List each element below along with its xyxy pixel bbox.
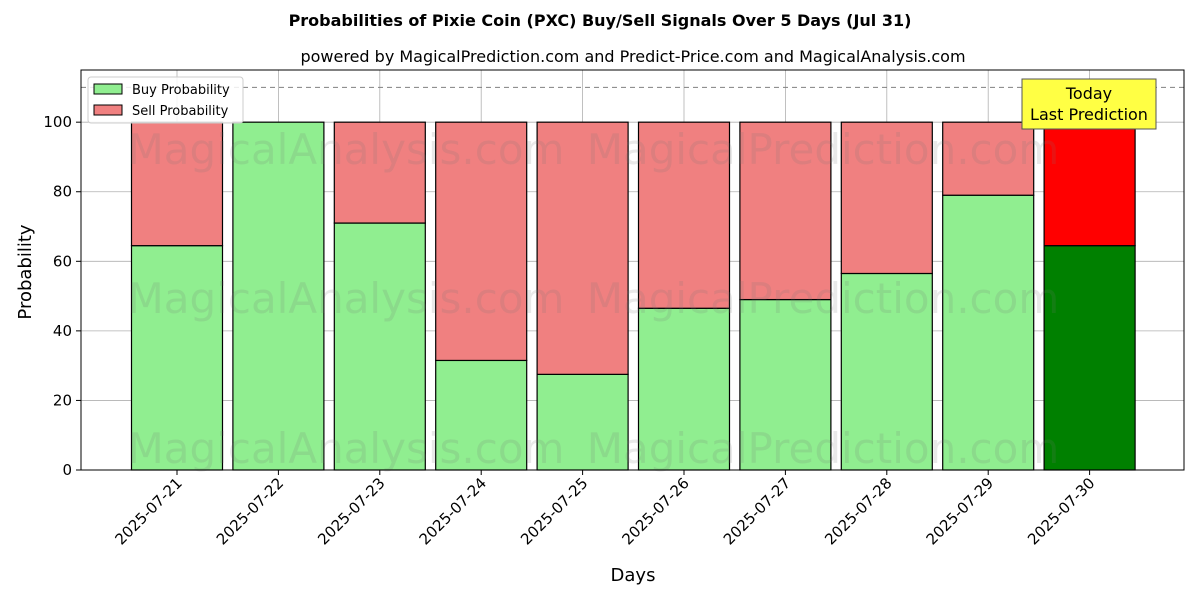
watermark: MagicalAnalysis.com — [128, 125, 565, 174]
y-tick-label: 100 — [43, 113, 72, 131]
bar-sell-2025-07-23 — [333, 121, 426, 224]
chart-title: Probabilities of Pixie Coin (PXC) Buy/Se… — [289, 11, 912, 30]
bars — [130, 121, 1136, 471]
watermark: MagicalPrediction.com — [587, 424, 1060, 473]
bar-buy-2025-07-30 — [1043, 245, 1136, 471]
plot-frame — [80, 69, 1185, 471]
bar-buy-2025-07-29 — [942, 194, 1035, 471]
bar-sell-2025-07-24 — [435, 121, 528, 362]
watermark: MagicalAnalysis.com — [128, 424, 565, 473]
legend-label: Buy Probability — [132, 83, 230, 98]
bar-buy-2025-07-23 — [333, 222, 426, 471]
legend-swatch — [93, 83, 123, 95]
y-tick-label: 40 — [53, 322, 72, 340]
annotation-box — [1021, 78, 1157, 130]
legend-box — [87, 76, 244, 124]
y-axis: 0 20 40 60 80 100 — [43, 113, 81, 479]
bar-buy-2025-07-26 — [637, 307, 731, 471]
y-tick-label: 80 — [53, 183, 72, 201]
annotation-text: Last Prediction — [1030, 105, 1148, 124]
y-tick-label: 0 — [62, 461, 72, 479]
legend-swatch — [93, 104, 123, 116]
today-annotation: Today Last Prediction — [1021, 78, 1157, 130]
watermark: MagicalPrediction.com — [587, 274, 1060, 323]
y-axis-label: Probability — [15, 224, 36, 319]
legend: Buy Probability Sell Probability — [87, 76, 244, 124]
watermark: MagicalPrediction.com — [587, 125, 1060, 174]
bar-sell-2025-07-30 — [1043, 121, 1136, 247]
bar-sell-2025-07-25 — [536, 121, 629, 375]
bar-sell-2025-07-27 — [739, 121, 832, 301]
watermarks: MagicalAnalysis.com MagicalPrediction.com… — [128, 125, 1060, 473]
y-tick-label: 20 — [53, 391, 72, 409]
x-axis-label: Days — [611, 565, 656, 586]
bar-sell-2025-07-21 — [130, 121, 224, 247]
bar-sell-2025-07-29 — [942, 121, 1035, 196]
legend-label: Sell Probability — [132, 104, 229, 119]
y-tick-label: 60 — [53, 252, 72, 270]
bar-sell-2025-07-28 — [840, 121, 933, 275]
annotation-text: Today — [1065, 84, 1112, 103]
bar-buy-2025-07-27 — [739, 298, 832, 471]
watermark: MagicalAnalysis.com — [128, 274, 565, 323]
bar-sell-2025-07-26 — [637, 121, 731, 309]
chart-subtitle: powered by MagicalPrediction.com and Pre… — [300, 47, 965, 66]
bar-buy-2025-07-25 — [536, 373, 629, 471]
bar-buy-2025-07-28 — [840, 272, 933, 471]
bar-buy-2025-07-22 — [232, 121, 325, 471]
